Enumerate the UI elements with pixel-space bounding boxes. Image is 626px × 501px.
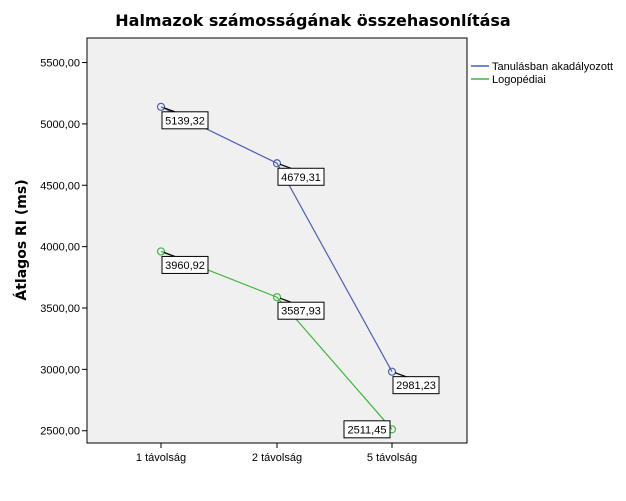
data-label: 4679,31 xyxy=(281,172,321,184)
legend-label: Logopédiai xyxy=(492,74,546,86)
data-label-box xyxy=(161,255,209,274)
data-point xyxy=(156,247,166,256)
data-label: 3587,93 xyxy=(281,306,321,318)
label-leader xyxy=(163,107,176,113)
data-label: 3960,92 xyxy=(165,260,205,272)
legend-label: Tanulásban akadályozott xyxy=(492,61,613,73)
y-tick-label: 2500,00 xyxy=(40,426,80,438)
label-leader xyxy=(279,297,292,303)
data-label-box xyxy=(392,376,440,395)
y-tick-label: 4000,00 xyxy=(40,242,80,254)
data-label-box xyxy=(277,301,325,320)
data-label: 2511,45 xyxy=(348,424,387,436)
data-label: 5139,32 xyxy=(165,115,205,127)
data-point xyxy=(272,159,282,168)
y-axis: 2500,00 3000,00 3500,00 4000,00 4500,00 5000,… xyxy=(40,58,87,438)
label-leader xyxy=(394,372,407,378)
data-label-box xyxy=(277,167,325,186)
x-tick-label: 5 távolság xyxy=(367,452,417,464)
x-axis: 1 távolság 2 távolság 5 távolság xyxy=(136,443,417,464)
label-leader xyxy=(279,163,292,169)
y-tick-label: 5000,00 xyxy=(40,119,80,131)
data-point xyxy=(272,293,282,302)
y-axis-title: Átlagos RI (ms) xyxy=(13,179,30,300)
x-tick-label: 1 távolság xyxy=(136,452,186,464)
data-point xyxy=(156,102,166,111)
y-tick-label: 4500,00 xyxy=(40,180,80,192)
label-leader xyxy=(163,251,176,257)
data-label-box xyxy=(161,111,209,130)
chart-title: Halmazok számosságának összehasonlítása xyxy=(115,11,510,30)
data-label: 2981,23 xyxy=(396,380,436,392)
y-tick-label: 5500,00 xyxy=(40,58,80,70)
y-tick-label: 3000,00 xyxy=(40,364,80,376)
data-label-box xyxy=(343,420,391,439)
series-layer: 5139,32 4679,31 2981,23 3960,92 3587,93 2511,… xyxy=(156,102,440,439)
data-point xyxy=(387,367,397,376)
x-tick-label: 2 távolság xyxy=(252,452,302,464)
y-tick-label: 3500,00 xyxy=(40,303,80,315)
